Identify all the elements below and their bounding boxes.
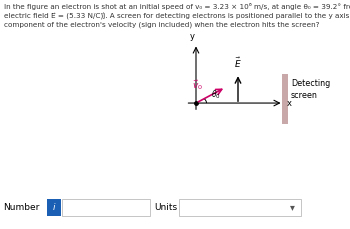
Text: ▾: ▾ [290,202,295,212]
Text: Units: Units [154,203,177,212]
Bar [62,199,150,216]
Text: Number: Number [4,203,40,212]
Text: component of the electron's velocity (sign included) when the electron hits the : component of the electron's velocity (si… [4,22,319,28]
Text: x: x [287,98,292,108]
Text: $\theta_0$: $\theta_0$ [211,89,221,101]
Text: Detecting
screen: Detecting screen [291,79,330,100]
Bar [282,74,288,124]
Text: i: i [52,203,55,212]
Text: $\vec{E}$: $\vec{E}$ [234,56,242,70]
Text: $\vec{v}_0$: $\vec{v}_0$ [192,79,203,92]
Text: In the figure an electron is shot at an initial speed of v₀ = 3.23 × 10⁶ m/s, at: In the figure an electron is shot at an … [4,3,350,11]
Text: electric field E⃗ = (5.33 N/C)ĵ. A screen for detecting electrons is positioned: electric field E⃗ = (5.33 N/C)ĵ. A scre… [4,13,350,20]
Bar [47,199,61,216]
Text: y: y [190,32,195,41]
Bar [178,199,301,216]
